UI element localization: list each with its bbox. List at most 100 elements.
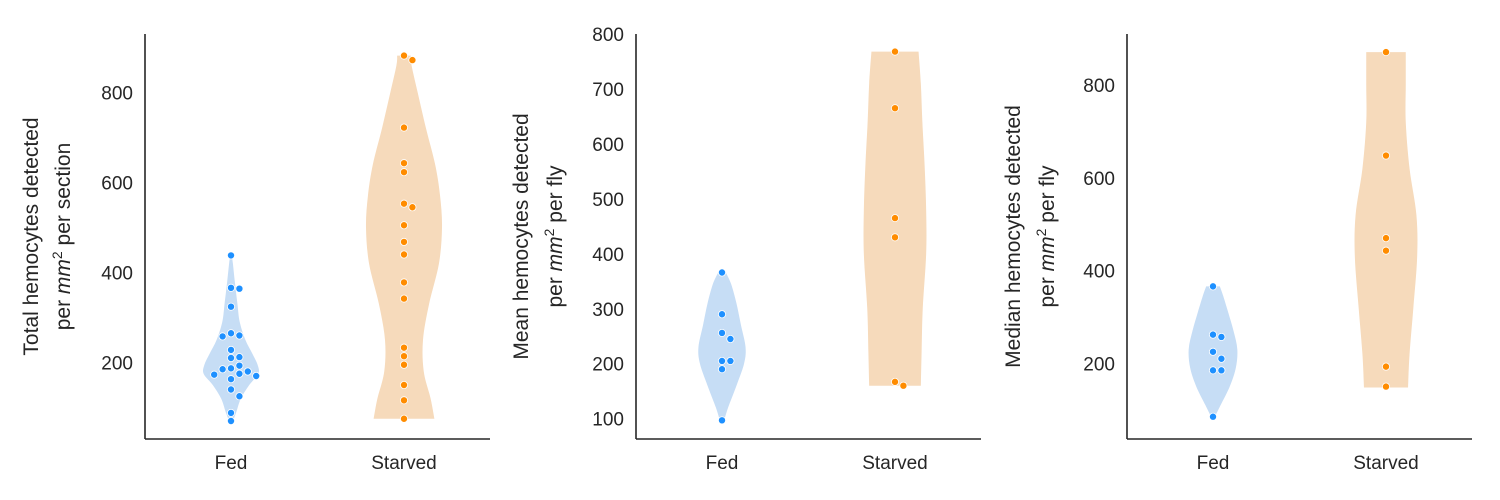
data-point-fed bbox=[718, 328, 727, 337]
data-point-fed bbox=[1217, 366, 1226, 375]
data-point-starved bbox=[399, 159, 408, 168]
data-point-starved bbox=[399, 352, 408, 361]
y-axis-title-line1: Median hemocytes detected bbox=[1002, 105, 1025, 368]
y-tick-labels: 200 400 600 800 bbox=[101, 84, 133, 375]
y-axis-title-math: mm bbox=[544, 236, 567, 271]
y-tick-label: 200 bbox=[1083, 354, 1115, 375]
x-tick-label-starved: Starved bbox=[862, 453, 927, 474]
data-point-fed bbox=[1209, 282, 1218, 291]
x-tick-label-fed: Fed bbox=[1197, 453, 1230, 474]
swarm-points-layer bbox=[718, 47, 908, 425]
y-tick-labels: 200 400 600 800 bbox=[1083, 76, 1115, 375]
y-axis-title-prefix: per bbox=[544, 271, 567, 307]
data-point-fed bbox=[226, 302, 235, 311]
x-tick-label-starved: Starved bbox=[371, 453, 436, 474]
data-point-fed bbox=[243, 367, 252, 376]
y-axis-title-line2: per mm2 per fly bbox=[541, 165, 567, 308]
y-axis-title-line1: Total hemocytes detected bbox=[20, 117, 43, 355]
y-tick-label: 200 bbox=[592, 355, 624, 376]
x-tick-labels: Fed Starved bbox=[1197, 453, 1419, 474]
data-point-fed bbox=[226, 375, 235, 384]
data-point-starved bbox=[891, 104, 900, 113]
x-tick-label-starved: Starved bbox=[1353, 453, 1418, 474]
y-axis-title-math: mm bbox=[1036, 236, 1059, 271]
data-point-fed bbox=[718, 310, 727, 319]
data-point-fed bbox=[1217, 354, 1226, 363]
data-point-fed bbox=[235, 361, 244, 370]
data-point-fed bbox=[226, 329, 235, 338]
violin-starved bbox=[365, 55, 443, 419]
y-axis-title-suffix: per fly bbox=[1036, 165, 1059, 229]
data-point-fed bbox=[226, 345, 235, 354]
y-tick-label: 100 bbox=[592, 410, 624, 431]
y-tick-label: 300 bbox=[592, 300, 624, 321]
y-tick-labels: 100 200 300 400 500 600 700 800 bbox=[592, 25, 624, 431]
y-tick-label: 600 bbox=[592, 135, 624, 156]
data-point-starved bbox=[1382, 362, 1391, 371]
y-axis-title-line1: Mean hemocytes detected bbox=[510, 113, 533, 359]
x-tick-label-fed: Fed bbox=[215, 453, 248, 474]
y-axis-title-prefix: per bbox=[1036, 271, 1059, 307]
data-point-starved bbox=[399, 414, 408, 423]
y-tick-label: 400 bbox=[592, 245, 624, 266]
y-axis-title-superscript: 2 bbox=[1033, 228, 1049, 236]
data-point-fed bbox=[218, 365, 227, 374]
data-point-fed bbox=[1209, 366, 1218, 375]
y-tick-label: 800 bbox=[1083, 76, 1115, 97]
y-tick-label: 200 bbox=[101, 354, 133, 375]
y-tick-label: 500 bbox=[592, 190, 624, 211]
data-point-starved bbox=[1382, 246, 1391, 255]
x-tick-labels: Fed Starved bbox=[215, 453, 437, 474]
y-axis-title-suffix: per fly bbox=[544, 165, 567, 229]
data-point-fed bbox=[718, 365, 727, 374]
data-point-fed bbox=[718, 268, 727, 277]
y-tick-label: 600 bbox=[101, 174, 133, 195]
data-point-fed bbox=[226, 283, 235, 292]
y-tick-label: 700 bbox=[592, 80, 624, 101]
data-point-fed bbox=[226, 353, 235, 362]
violin-fed bbox=[202, 255, 260, 421]
data-point-starved bbox=[899, 381, 908, 390]
data-point-fed bbox=[1217, 332, 1226, 341]
data-point-fed bbox=[235, 284, 244, 293]
data-point-starved bbox=[891, 214, 900, 223]
data-point-starved bbox=[1382, 48, 1391, 57]
swarm-points-layer bbox=[1209, 48, 1391, 421]
y-tick-label: 800 bbox=[101, 84, 133, 105]
data-point-starved bbox=[399, 380, 408, 389]
data-point-starved bbox=[399, 396, 408, 405]
data-point-fed bbox=[252, 371, 261, 380]
data-point-starved bbox=[399, 343, 408, 352]
panel-mean-hemocytes: 100 200 300 400 500 600 700 800 Fed Starved Mean… bbox=[510, 25, 981, 474]
y-tick-label: 400 bbox=[1083, 262, 1115, 283]
data-point-fed bbox=[235, 369, 244, 378]
data-point-starved bbox=[399, 221, 408, 230]
data-point-fed bbox=[718, 416, 727, 425]
y-axis-title-prefix: per bbox=[52, 294, 75, 330]
data-point-starved bbox=[399, 360, 408, 369]
data-point-fed bbox=[226, 251, 235, 260]
data-point-fed bbox=[226, 385, 235, 394]
data-point-fed bbox=[235, 353, 244, 362]
data-point-fed bbox=[235, 392, 244, 401]
x-tick-label-fed: Fed bbox=[706, 453, 739, 474]
data-point-fed bbox=[218, 332, 227, 341]
data-point-starved bbox=[1382, 151, 1391, 160]
data-point-fed bbox=[718, 356, 727, 365]
data-point-starved bbox=[399, 237, 408, 246]
data-point-fed bbox=[726, 334, 735, 343]
y-axis-title-superscript: 2 bbox=[541, 228, 557, 236]
y-axis-title-line2: per mm2 per section bbox=[49, 143, 75, 331]
data-point-fed bbox=[1209, 347, 1218, 356]
data-point-starved bbox=[399, 199, 408, 208]
y-tick-label: 600 bbox=[1083, 169, 1115, 190]
data-point-starved bbox=[891, 233, 900, 242]
data-point-fed bbox=[226, 416, 235, 425]
data-point-fed bbox=[726, 356, 735, 365]
y-axis-title-superscript: 2 bbox=[49, 251, 65, 259]
data-point-starved bbox=[399, 250, 408, 259]
data-point-starved bbox=[1382, 234, 1391, 243]
data-point-fed bbox=[226, 408, 235, 417]
data-point-fed bbox=[235, 331, 244, 340]
